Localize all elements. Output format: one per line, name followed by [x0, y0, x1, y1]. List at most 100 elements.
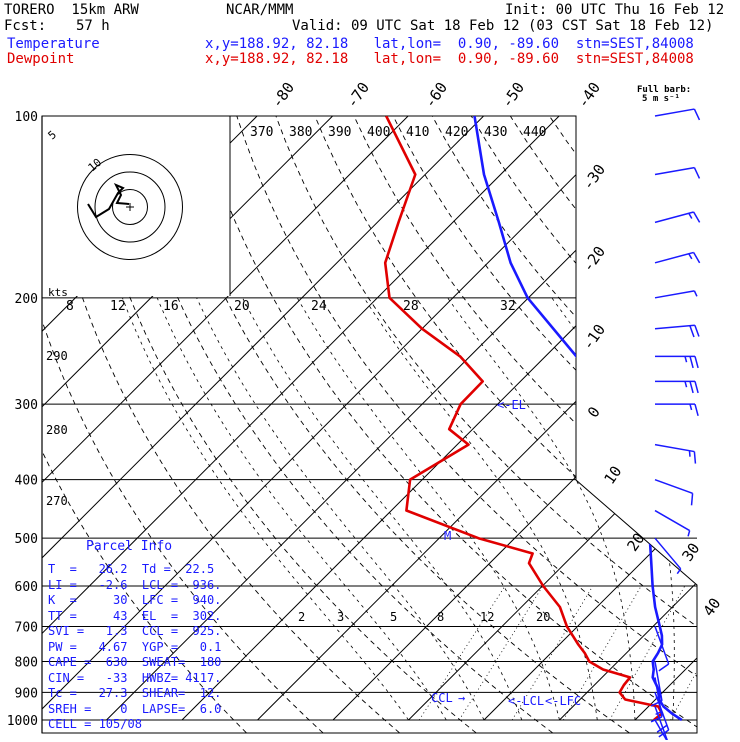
- barb-flag: [688, 531, 690, 537]
- barb-staff: [655, 168, 694, 175]
- isotherm-label: -40: [574, 79, 604, 112]
- parcel-row: SVI = 1.3 CCL = 925.: [48, 624, 221, 640]
- hodograph-bg: [42, 116, 230, 296]
- pressure-tick-label: 400: [15, 474, 38, 489]
- moist-adiabat: [364, 298, 597, 720]
- barb-flag: [690, 326, 694, 337]
- wind-barb: [655, 291, 697, 298]
- wind-barb: [655, 404, 698, 416]
- barb-flag: [695, 325, 699, 336]
- barb-flag: [694, 452, 695, 464]
- parcel-row: CIN = -33 HWBZ= 4117.: [48, 671, 221, 687]
- theta-label: 410: [406, 125, 429, 140]
- theta-label: 420: [445, 125, 468, 140]
- parcel-row: CAPE = 630 SWEAT= 180: [48, 655, 221, 671]
- mixing-ratio-label: 2: [298, 610, 305, 624]
- theta-e-label: 290: [46, 349, 68, 363]
- barb-flag: [689, 451, 690, 457]
- pressure-tick-label: 700: [15, 620, 38, 635]
- hodograph-speed-label: kts: [48, 286, 68, 299]
- wind-barb: [655, 356, 698, 368]
- m-label: M: [444, 529, 451, 543]
- ccl-label: CCL: [431, 691, 453, 705]
- hodograph-speed-label: 24: [311, 299, 327, 314]
- moist-adiabat: [197, 298, 484, 720]
- parcel-row: SREH = 0 LAPSE= 6.0: [48, 702, 221, 718]
- dry-adiabat: [471, 116, 740, 733]
- theta-label: 430: [484, 125, 507, 140]
- barb-flag: [694, 168, 699, 179]
- pressure-tick-label: 200: [15, 292, 38, 307]
- barb-flag: [692, 493, 693, 505]
- isotherm-label: 40: [699, 595, 724, 620]
- theta-label: 440: [523, 125, 546, 140]
- hodograph-speed-label: 12: [110, 299, 126, 314]
- wind-barb: [655, 480, 693, 506]
- theta-label: 370: [250, 125, 273, 140]
- barb-staff: [655, 720, 675, 740]
- barb-flag: [690, 404, 692, 410]
- wind-barb: [655, 445, 695, 464]
- pressure-tick-label: 800: [15, 655, 38, 670]
- barb-flag: [694, 291, 697, 296]
- isotherm-label: 10: [600, 463, 625, 488]
- barb-staff: [655, 325, 695, 328]
- lcl-arrow: →: [458, 691, 465, 705]
- hodograph-speed-label: 8: [66, 299, 74, 314]
- isotherm-line: [560, 116, 740, 720]
- barb-staff: [655, 538, 681, 569]
- dry-adiabat: [667, 116, 740, 733]
- mixing-ratio-label: 12: [480, 610, 494, 624]
- wind-barb: [655, 168, 699, 179]
- moist-adiabat: [672, 298, 724, 720]
- isotherm-line: [484, 116, 740, 720]
- wind-barb: [655, 252, 700, 262]
- parcel-info-title: Parcel Info: [86, 539, 172, 555]
- barb-flag: [695, 381, 698, 393]
- mixing-ratio-label: 3: [337, 610, 344, 624]
- barb-staff: [655, 511, 690, 531]
- wind-barb: [655, 381, 698, 393]
- theta-label: 390: [328, 125, 351, 140]
- pressure-tick-label: 100: [15, 110, 38, 125]
- parcel-row: PW = 4.67 YGP = 0.1: [48, 640, 221, 656]
- isotherm-line: [711, 116, 740, 720]
- pressure-tick-label: 300: [15, 398, 38, 413]
- dry-adiabat: [706, 116, 740, 733]
- parcel-row: K = 30 LFC = 940.: [48, 593, 221, 609]
- barb-staff: [655, 480, 693, 494]
- barb-staff: [655, 445, 694, 452]
- pressure-tick-label: 600: [15, 580, 38, 595]
- barb-flag: [695, 356, 698, 368]
- hodograph-speed-label: 20: [234, 299, 250, 314]
- barb-flag: [685, 356, 687, 362]
- isotherm-label: -80: [268, 79, 298, 112]
- theta-e-label: 280: [46, 423, 68, 437]
- dry-adiabat: [315, 116, 740, 733]
- wind-barb: [655, 538, 681, 574]
- barb-staff: [655, 109, 694, 116]
- wind-barb: [655, 325, 699, 337]
- barb-flag: [689, 213, 692, 218]
- theta-e-label: 270: [46, 494, 68, 508]
- pressure-tick-label: 1000: [7, 714, 38, 729]
- barb-flag: [694, 212, 700, 222]
- parcel-row: TT = 43 EL = 302.: [48, 609, 221, 625]
- parcel-row: CELL = 105/08: [48, 717, 142, 733]
- barb-staff: [655, 291, 694, 298]
- isotherm-line: [635, 116, 740, 720]
- wind-barb: [655, 720, 675, 740]
- barb-staff: [655, 252, 694, 262]
- hodograph-speed-label: 16: [163, 299, 179, 314]
- isotherm-label: 0: [584, 403, 604, 421]
- dry-adiabat: [393, 116, 740, 733]
- dry-adiabat: [589, 116, 740, 733]
- lcl-label: <-LCL: [508, 694, 544, 708]
- isotherm-label: -20: [579, 243, 609, 276]
- isotherm-label: -60: [421, 79, 451, 112]
- isotherm-label: -70: [343, 79, 373, 112]
- isotherm-label: 20: [623, 530, 648, 555]
- isotherm-label: -50: [498, 79, 528, 112]
- dry-adiabat: [628, 116, 740, 733]
- dry-adiabat: [354, 116, 740, 733]
